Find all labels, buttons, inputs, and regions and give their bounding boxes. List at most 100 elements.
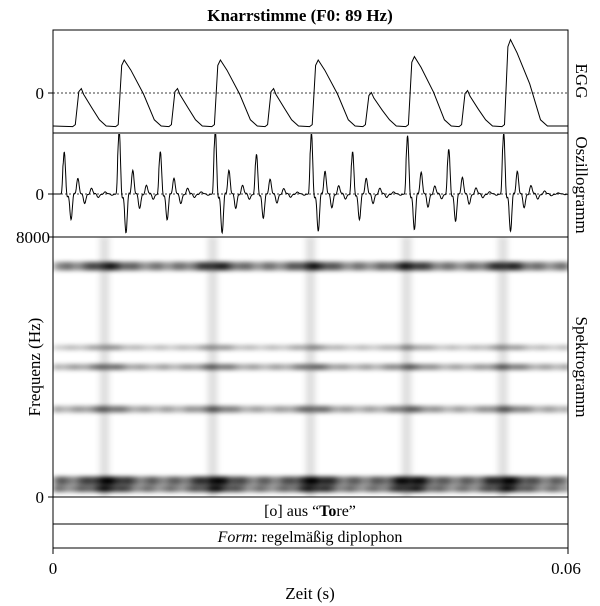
spectrogram-band-cell [95,364,102,370]
spectrogram-band-cell [125,364,132,370]
spectrogram-band-cell [551,485,558,493]
spectrogram-band-cell [161,345,168,350]
spectrogram-band-cell [425,406,432,413]
spectrogram-band-cell [119,262,126,271]
spectrogram-band-cell [359,345,366,350]
spectrogram-band-cell [113,364,120,370]
spectrogram-band-cell [515,406,522,413]
spectrogram-band-cell [203,262,210,271]
spectrogram-band-cell [467,345,474,350]
spectrogram-band-cell [275,345,282,350]
spectrogram-band-cell [539,345,546,350]
spectrogram-band-cell [455,406,462,413]
x-tick-label-0: 0 [49,559,58,578]
spectrogram-band-cell [191,364,198,370]
spectrogram-band-cell [293,485,300,493]
spectrogram-band-cell [341,345,348,350]
spectrogram-band-cell [83,485,90,493]
spectrogram-band-cell [545,262,552,271]
spectrogram-band-cell [215,262,222,271]
spectrogram-band-cell [89,406,96,413]
spectrogram-band-cell [275,364,282,370]
spectrogram-band-cell [539,364,546,370]
spectrogram-band-cell [299,262,306,271]
spectrogram-striation [207,237,218,497]
spectrogram-band-cell [365,345,372,350]
spectrogram-band-cell [383,485,390,493]
spectrogram-band-cell [365,406,372,413]
spectrogram-band-cell [521,364,528,370]
spectrogram-band-cell [95,262,102,271]
spectrogram-band-cell [77,406,84,413]
spectrogram-band-cell [275,406,282,413]
spectrogram-band-cell [251,345,258,350]
spectrogram-band-cell [389,476,396,485]
spectrogram-band-cell [431,364,438,370]
spectrogram-band-cell [533,485,540,493]
spectrogram-band-cell [317,364,324,370]
spectrogram-band-cell [335,485,342,493]
spectrogram-band-cell [437,345,444,350]
spectrogram-band-cell [527,485,534,493]
spectrogram-band-cell [221,485,228,493]
spectrogram-band-cell [545,406,552,413]
spectrogram-band-cell [479,364,486,370]
caption-sound-highlight: To [319,503,336,520]
spectrogram-band-cell [557,485,564,493]
spectrogram-band-cell [473,476,480,485]
spectrogram-band-cell [425,485,432,493]
spectrogram-band-cell [131,345,138,350]
spectrogram-band-cell [137,406,144,413]
spectrogram-band-cell [107,406,114,413]
spectrogram-band-cell [431,345,438,350]
spectrogram-band-cell [299,345,306,350]
spectrogram-band-cell [89,485,96,493]
spectrogram-band-cell [395,364,402,370]
spectrogram-band-cell [563,364,568,370]
spectrogram-band-cell [317,476,324,485]
spectrogram-band-cell [143,476,150,485]
spectrogram-band-cell [83,345,90,350]
spectrogram-band-cell [353,406,360,413]
spectrogram-band-cell [173,476,180,485]
spectrogram-band-cell [317,262,324,271]
spectrogram-band-cell [389,262,396,271]
spectrogram-band-cell [107,485,114,493]
spectrogram-y-axis-label: Frequenz (Hz) [25,318,44,417]
spectrogram-band-cell [557,364,564,370]
spectrogram-band-cell [461,406,468,413]
spectrogram-band-cell [461,345,468,350]
spectrogram-band-cell [53,345,60,350]
spectrogram-band-cell [155,485,162,493]
spectrogram-band-cell [251,262,258,271]
spectrogram-band-cell [479,476,486,485]
spectrogram-band-cell [191,262,198,271]
spectrogram-band-cell [233,345,240,350]
spectrogram-band-cell [119,364,126,370]
spectrogram-band-cell [563,476,568,485]
spectrogram-band-cell [329,476,336,485]
spectrogram-band-cell [431,406,438,413]
spectrogram-band-cell [527,476,534,485]
spectrogram-band-cell [215,476,222,485]
spectrogram-band-cell [119,476,126,485]
spectrogram-band-cell [467,406,474,413]
spectrogram-band-cell [473,364,480,370]
spectrogram-band-cell [485,485,492,493]
spectrogram-band-cell [71,476,78,485]
spectrogram-band-cell [323,476,330,485]
spectrogram-band-cell [233,364,240,370]
spectrogram-band-cell [461,476,468,485]
spectrogram-band-cell [347,345,354,350]
spectrogram-band-cell [215,345,222,350]
spectrogram-band-cell [413,406,420,413]
spectrogram-band-cell [299,485,306,493]
spectrogram-band-cell [221,364,228,370]
spectrogram-band-cell [521,345,528,350]
spectrogram-band-cell [59,262,66,271]
spectrogram-band-cell [155,345,162,350]
spectrogram-band-cell [359,476,366,485]
spectrogram-band-cell [143,485,150,493]
spectrogram-band-cell [545,364,552,370]
spectrogram-band-cell [347,485,354,493]
